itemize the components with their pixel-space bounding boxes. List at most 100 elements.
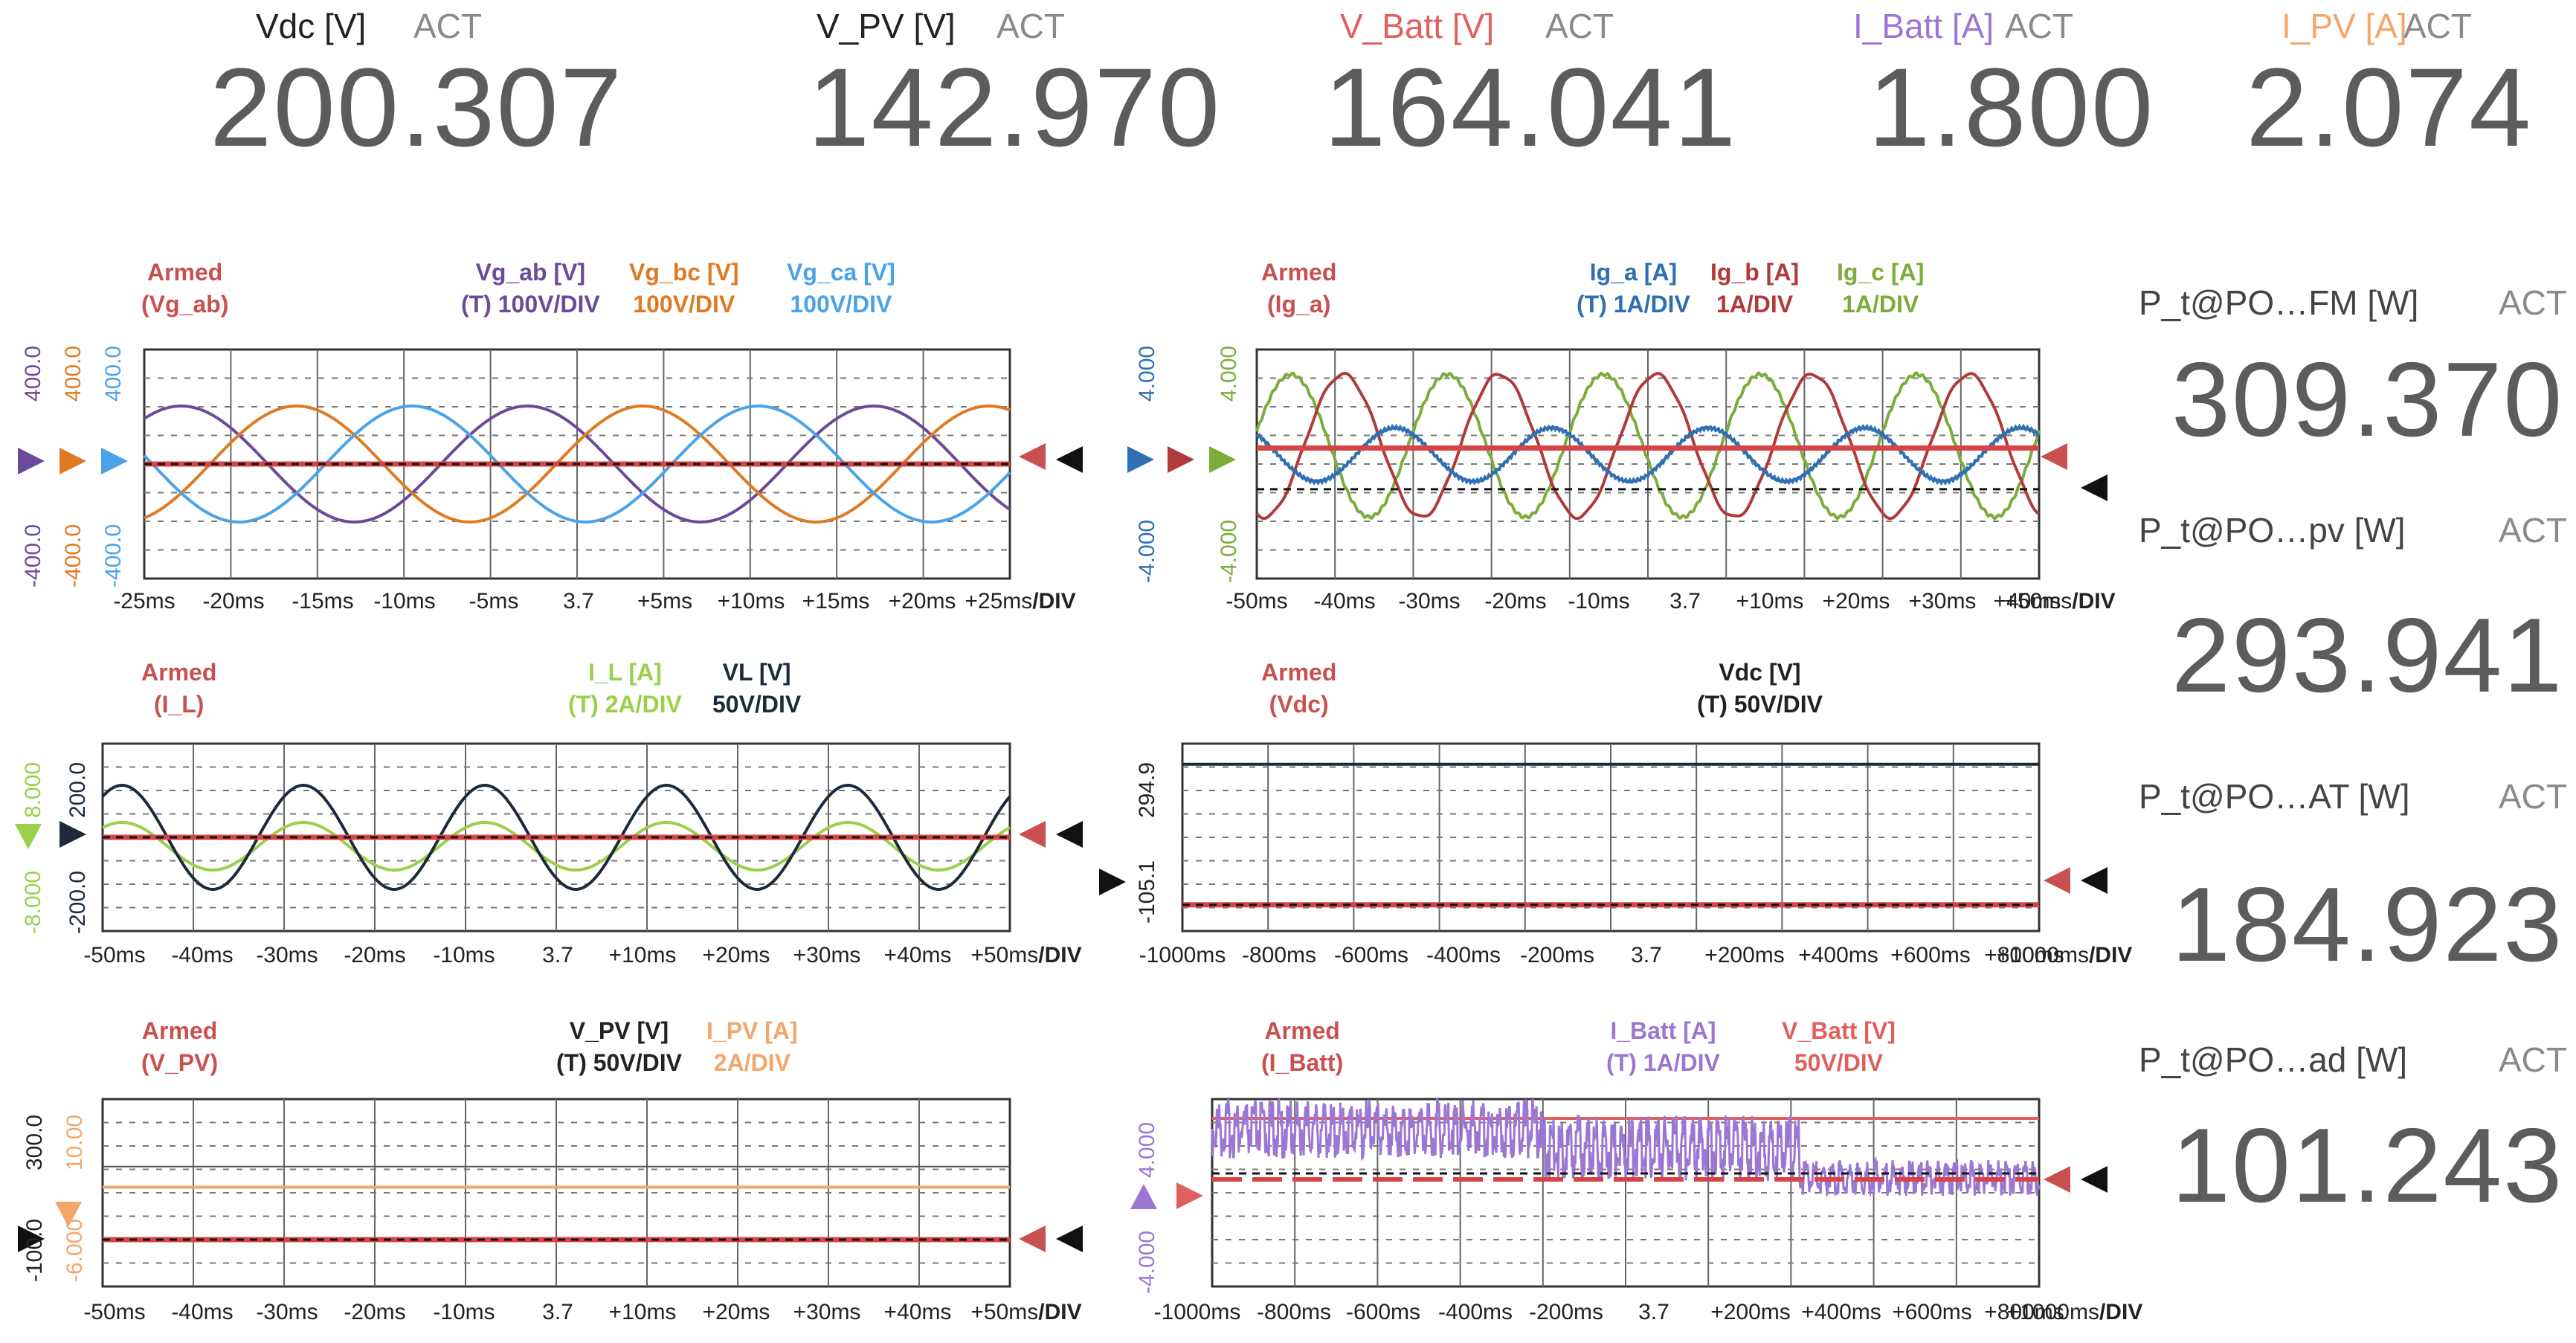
x-tick: -40ms: [171, 1300, 234, 1324]
x-tick: +20ms: [702, 943, 770, 967]
channel-marker-icon: [18, 448, 45, 474]
x-tick: 3.7: [563, 589, 594, 613]
x-tick: -600ms: [1333, 943, 1409, 967]
x-tick: -10ms: [433, 943, 495, 967]
channel-label: Ig_b [A] 1A/DIV: [1710, 259, 1800, 318]
meter-label: Vdc [V]: [256, 7, 367, 45]
meter-status: ACT: [1545, 7, 1614, 45]
armed-indicator: Armed (I_L): [141, 659, 216, 718]
x-tick: +800ms: [1984, 1300, 2064, 1324]
channel-marker-icon: [1099, 869, 1126, 895]
x-tick: 3.7: [542, 1300, 573, 1324]
channel-marker-icon: [59, 448, 86, 474]
armed-label: Armed: [1261, 659, 1337, 686]
x-tick: +10ms: [608, 943, 677, 967]
x-tick: +40ms: [883, 943, 952, 967]
x-tick: +10ms: [1736, 589, 1804, 613]
waveform-vg-ca: [143, 405, 1011, 524]
channel-marker-icon: [101, 448, 128, 474]
x-tick: +30ms: [793, 943, 861, 967]
x-tick: -800ms: [1241, 943, 1317, 967]
x-tick: +40ms: [883, 1300, 952, 1324]
meter-status: ACT: [2499, 1040, 2567, 1079]
meter-value: 184.923: [2171, 866, 2564, 984]
meter-label: I_Batt [A]: [1853, 7, 1994, 45]
waveform-ig-a: [1255, 423, 2041, 486]
x-tick: +30ms: [1908, 589, 1977, 613]
meter-label: V_Batt [V]: [1340, 7, 1495, 45]
meter-value: 1.800: [1868, 45, 2155, 170]
channel-label: Ig_a [A] (T) 1A/DIV: [1577, 259, 1690, 318]
trigger-marker-icon: [1019, 443, 1046, 470]
reference-marker-icon: [1056, 821, 1083, 848]
x-tick: -30ms: [256, 943, 318, 967]
channel-marker-icon: [1209, 446, 1236, 473]
x-tick: -40ms: [1313, 589, 1376, 613]
x-tick: +30ms: [793, 1300, 861, 1324]
trigger-marker-icon: [2041, 443, 2067, 470]
meter-status: ACT: [2499, 777, 2567, 816]
x-tick: -400ms: [1426, 943, 1501, 967]
meter-label: P_t@PO…AT [W]: [2139, 777, 2410, 816]
meter-value: 293.941: [2171, 596, 2564, 715]
meter-value: 142.970: [808, 45, 1222, 170]
x-tick-last: +50ms/DIV: [970, 1300, 1082, 1324]
trigger-marker-icon: [2044, 867, 2070, 894]
meter-status: ACT: [2499, 511, 2567, 550]
channel-marker-icon: [1127, 446, 1154, 473]
trigger-source: (Vdc): [1269, 691, 1329, 718]
channel-label: V_PV [V] (T) 50V/DIV: [556, 1017, 682, 1076]
armed-indicator: Armed (I_Batt): [1261, 1017, 1343, 1077]
channel-label: VL [V] 50V/DIV: [712, 659, 802, 718]
waveform-ig-c: [1255, 371, 2041, 521]
meter-label: P_t@PO…FM [W]: [2139, 283, 2419, 322]
x-tick: -50ms: [1226, 589, 1288, 613]
x-tick-last: +25ms/DIV: [965, 589, 1076, 613]
channel-label: Vg_bc [V] 100V/DIV: [629, 259, 739, 318]
x-tick: +40ms: [1993, 589, 2061, 613]
channel-marker-icon: [1176, 1182, 1203, 1209]
channel-label: Vdc [V] (T) 50V/DIV: [1697, 659, 1823, 718]
y-label-top: 4.000: [1135, 1121, 1159, 1178]
waveform-vg-bc: [144, 405, 1011, 524]
channel-marker-icon: [18, 1226, 45, 1252]
x-tick-last: +50ms/DIV: [2004, 589, 2116, 613]
meter-status: ACT: [2005, 7, 2073, 45]
x-tick: +10ms: [608, 1300, 677, 1324]
x-tick: +20ms: [888, 589, 956, 613]
x-tick: -30ms: [256, 1300, 318, 1324]
reference-marker-icon: [1056, 446, 1083, 473]
x-tick-last: +50ms/DIV: [970, 943, 1082, 967]
reference-marker-icon: [2081, 1166, 2108, 1193]
reference-marker-icon: [1056, 1226, 1083, 1252]
x-tick: 3.7: [1669, 589, 1701, 613]
meter-value: 101.243: [2171, 1107, 2564, 1225]
x-tick: -800ms: [1256, 1300, 1332, 1324]
x-tick: +200ms: [1704, 943, 1785, 967]
trigger-source: (Ig_a): [1267, 291, 1331, 318]
channel-marker-icon: [1168, 446, 1194, 473]
armed-indicator: Armed (Vg_ab): [141, 259, 228, 318]
x-tick: -50ms: [83, 1300, 146, 1324]
meter-value: 2.074: [2246, 45, 2533, 170]
armed-label: Armed: [141, 659, 217, 686]
armed-indicator: Armed (Vdc): [1261, 659, 1336, 718]
trigger-source: (Vg_ab): [141, 291, 229, 318]
trigger-source: (I_L): [153, 691, 205, 718]
armed-indicator: Armed (V_PV): [141, 1017, 218, 1077]
channel-label: Vg_ca [V] 100V/DIV: [787, 259, 895, 318]
channel-marker-icon: [1130, 1184, 1157, 1209]
x-tick: -200ms: [1519, 943, 1595, 967]
x-tick: -200ms: [1528, 1300, 1604, 1324]
channel-label: I_PV [A] 2A/DIV: [706, 1017, 798, 1076]
trigger-marker-icon: [1019, 821, 1046, 848]
meter-value: 309.370: [2171, 341, 2564, 459]
x-tick: -400ms: [1437, 1300, 1513, 1324]
x-tick: -10ms: [1568, 589, 1630, 613]
